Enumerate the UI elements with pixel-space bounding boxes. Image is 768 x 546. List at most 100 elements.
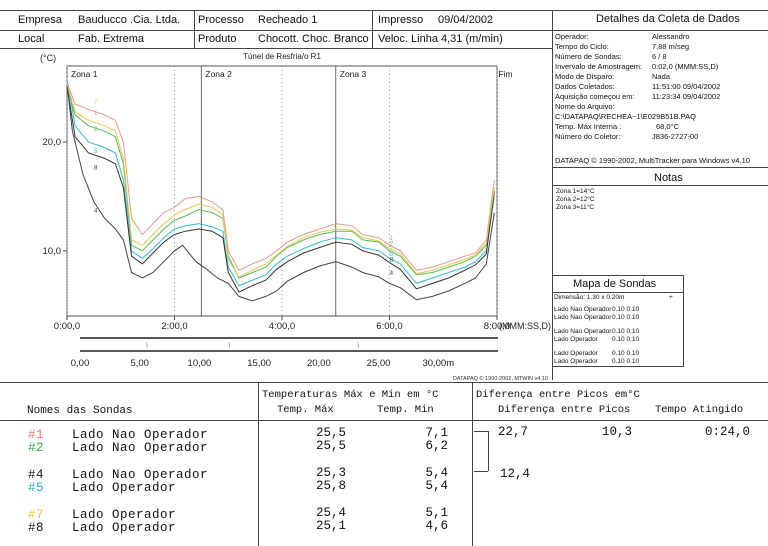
detail-label: Número de Sondas: [555,52,622,61]
probe-map-row: Lado Nao Operador0.10 0.10 [554,314,640,321]
y-tick-label: 10,0 [43,246,62,257]
diff-value: 12,4 [500,467,531,481]
x-tick-label: 6:00,0 [376,321,402,332]
probe-label: Lado Nao Operador [72,428,209,442]
zone-label: Zona 1 [71,69,98,79]
processo-label: Processo [198,14,244,26]
x-axis-unit: (MMM:SS,D) [499,321,551,331]
temp-max-value: 25,5 [315,439,346,453]
series-line-4 [66,84,495,302]
probe-label: Lado Operador [72,481,177,495]
series-end-label: 2 [390,240,394,247]
collector-value: J836-2727-00 [652,132,699,141]
details-labels: Operador: Tempo do Ciclo: Número de Sond… [555,32,696,142]
distance-tick-label: 0,00 [71,358,90,369]
series-line-7 [66,83,495,278]
detail-label: Modo de Disparo: [555,72,615,81]
probe-row: #2 Lado Nao Operador [28,441,209,455]
temperature-chart: Túnel de Resfria/o R1 (°C) 20,0 10,0 0:00,0 2… [40,52,551,382]
x-tick-label: 4:00,0 [269,321,295,332]
series-line-1 [66,82,495,271]
temp-max-label: Temp. Máx Interna : [555,122,622,131]
series-label: 8 [94,164,98,171]
y-axis-label: (°C) [40,53,56,63]
detail-label: Operador: [555,32,589,41]
probe-row: #5 Lado Operador [28,481,177,495]
detail-value: 0:02,0 (MMM:SS,D) [652,62,719,71]
temp-max-value: 68,0°C [656,122,680,131]
detail-label: Aquisição começou em: [555,92,635,101]
produto-label: Produto [198,33,237,45]
distance-tick-label: 30,00m [422,358,454,369]
probe-map-row: Lado Operador 0.10 0.10 [554,336,640,343]
chart-title: Túnel de Resfria/o R1 [243,52,321,61]
x-tick-label: 0:00,0 [54,321,80,332]
detail-value: 11:23:34 09/04/2002 [652,92,721,101]
probe-label: Lado Nao Operador [72,441,209,455]
diff-col: Diferença entre Picos [498,404,631,416]
probe-map-rows: Lado Nao Operador0.10 0.10 Lado Nao Oper… [554,306,639,366]
probe-map-box [552,275,684,367]
diff-value: 22,7 [498,425,529,439]
detail-value: 11:51:00 09/04/2002 [652,82,721,91]
file-path: C:\DATAPAQ\RECHEA~1\E029B51B.PAQ [555,112,696,121]
diff-header: Diferença entre Picos em°C [476,389,640,401]
probe-number: #2 [28,441,45,455]
series-label: 5 [94,148,98,155]
x-tick-label: 2:00,0 [161,321,187,332]
empresa-label: Empresa [18,14,63,26]
distance-tick-label: 10,00 [188,358,212,369]
veloc-label: Veloc. Linha [378,33,438,45]
detail-label: Dados Coletados: [555,82,615,91]
impresso-label: Impresso [378,14,424,26]
probe-number: #5 [28,481,45,495]
probe-row: #4 Lado Nao Operador [28,468,209,482]
produto-value: Chocott. Choc. Branco [258,33,369,45]
series-label: 7 [94,99,98,106]
impresso-value: 09/04/2002 [438,14,494,26]
series-line-8 [66,86,495,293]
distance-tick-label: 25,00 [367,358,391,369]
probe-label: Lado Nao Operador [72,468,209,482]
detail-label: Nome do Arquivo: [555,102,615,111]
series-end-label: 4 [390,270,394,277]
temp-max-value: 25,4 [315,506,346,520]
time-col: Tempo Atingido [655,404,744,416]
probe-number: #4 [28,468,45,482]
zone-label: Zona 2 [205,69,232,79]
chart-footer: DATAPAQ © 1990-2002, MTWIN v4.10 [453,375,548,382]
y-tick-label: 20,0 [43,137,62,148]
series-label: 4 [94,208,98,215]
copyright: DATAPAQ © 1990-2002, MultiTracker para W… [555,156,750,165]
distance-tick-label: 5,00 [130,358,149,369]
names-header: Nomes das Sondas [27,405,133,417]
distance-tick-label: 20,00 [307,358,331,369]
detail-value: Alessandro [652,32,690,41]
zone-label: Fim [498,69,512,79]
note-line: Zona 2=12°C [556,196,595,203]
series-end-label: 7 [390,246,394,253]
empresa-value: Bauducco .Cia. Ltda. [78,14,181,26]
note-line: Zona 3=11°C [556,204,595,211]
series-label: 2 [94,126,98,133]
zone-marker: ⌇ [228,342,231,350]
probe-number: #1 [28,428,45,442]
collector-label: Número do Coletor: [555,132,621,141]
series-end-label: 1 [390,235,394,242]
probe-row: #7 Lado Operador [28,508,176,522]
series-end-label: 5 [390,251,394,258]
probe-map-row: Lado Nao Operador0.10 0.10 [554,306,640,313]
probe-label: Lado Operador [72,521,177,535]
x-tick-label: 8:00,0 [484,321,510,332]
distance-tick-label: 15,00 [247,358,271,369]
temp-min-value: 5,1 [425,506,448,520]
temp-max-value: 25,5 [315,426,346,440]
note-line: Zona 1=14°C [556,188,595,195]
temps-header: Temperaturas Máx e Min em °C [262,389,439,401]
temp-min-value: 4,6 [425,519,448,533]
diff-value: 10,3 [602,425,633,439]
probe-map-row: Lado Operador 0.10 0.10 [554,358,640,365]
probe-map-dimension: Dimensão: 1.30 x 0.20m [554,294,625,301]
temp-min-col: Temp. Min [377,404,434,416]
probe-map-row: Lado Nao Operador0.10 0.10 [554,328,640,335]
